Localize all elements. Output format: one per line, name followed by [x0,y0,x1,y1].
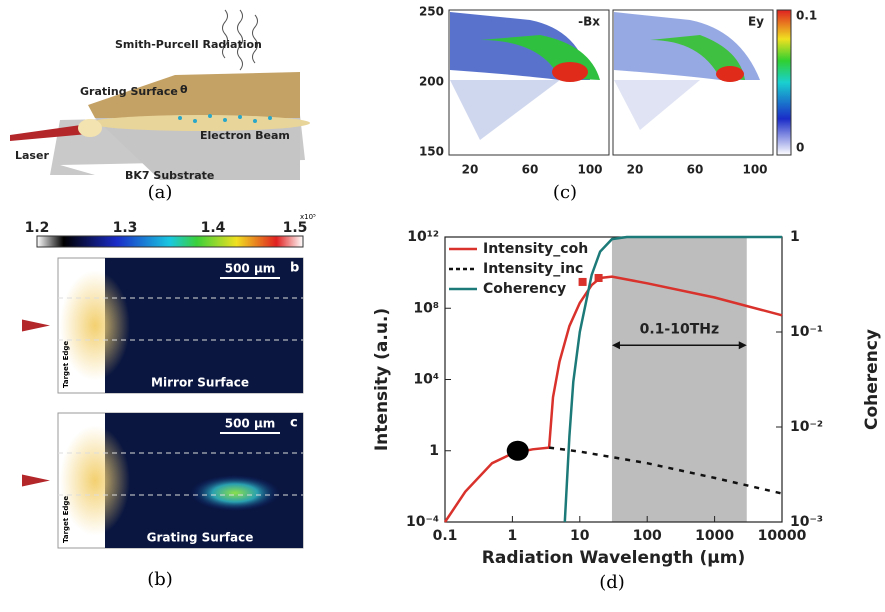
edge-label: Target Edge [62,496,70,543]
x-tick-label: 100 [633,528,662,544]
x-tick-label: 0.1 [433,528,458,544]
surface-label: Grating Surface [147,531,254,545]
x-tick-label: 100 [577,163,602,177]
x-tick-label: 60 [687,163,704,177]
map-label: Ey [748,15,764,29]
colorbar-label: 1.2 [25,220,50,236]
band-label: 0.1-10THz [640,321,720,337]
legend-label: Intensity_coh [483,241,588,257]
multiplier: x10⁵ [300,213,316,221]
y-tick-label: 10⁸ [413,300,439,316]
y-tick-label: 10⁴ [413,372,439,388]
y-tick-label: 200 [419,75,444,89]
y-tick-label: 150 [419,145,444,159]
laser [22,319,50,332]
x-tick-label: 60 [522,163,539,177]
panel-b: 1.2 1.3 1.4 1.5 x10⁵ 500 μm b Mirror Surfa… [22,213,316,590]
focus [78,119,102,137]
caption: (b) [147,569,173,590]
colorbar [776,9,792,156]
glow [60,270,130,381]
x-tick-label: 100 [742,163,767,177]
colorbar-label: 0.1 [796,9,817,23]
label: Laser [15,149,49,162]
y-tick-label: 250 [419,5,444,19]
y2-tick-label: 10⁻² [790,419,823,435]
plot-frame [444,236,783,523]
panel-tag: c [290,416,298,431]
glow [60,425,130,536]
laser [10,124,88,141]
colorbar-label: 1.4 [201,220,226,236]
substrate [95,115,300,180]
y2-axis-label: Coherency [862,329,882,430]
field [614,80,700,130]
panel-tag: b [290,261,299,276]
x-tick-label: 1 [508,528,518,544]
caption: (d) [599,572,625,593]
y-axis-label: Intensity (a.u.) [372,308,392,451]
field [450,80,560,140]
series-line [548,446,783,495]
image [105,258,303,393]
y2-tick-label: 1 [790,229,800,245]
label: BK7 Substrate [125,169,214,182]
legend-label: Coherency [483,281,566,297]
arrow-head [738,341,747,350]
x-axis-label: Radiation Wavelength (μm) [482,548,745,568]
field [716,66,744,82]
y2-tick-label: 10⁻¹ [790,324,823,340]
surface-label: Mirror Surface [151,376,249,390]
band [611,237,747,522]
y-tick-label: 10¹² [407,229,439,245]
colorbar-label: 0 [796,141,804,155]
y2-tick-label: 10⁻³ [790,514,823,530]
label: Smith-Purcell Radiation [115,38,262,51]
edge-label: Target Edge [62,341,70,388]
label: θ [180,83,188,96]
x-tick-label: 10000 [758,528,807,544]
signal [190,475,280,511]
scale-label: 500 μm [225,262,276,276]
colorbar-label: 1.3 [113,220,138,236]
y-tick-label: 10⁻⁴ [406,514,439,530]
caption: (a) [148,182,173,203]
x-tick-label: 1000 [695,528,734,544]
arrow-head [611,341,620,350]
x-tick-label: 20 [627,163,644,177]
waves [222,9,258,71]
x-tick-label: 10 [570,528,590,544]
map-label: -Bx [578,15,600,29]
x-tick-label: 20 [462,163,479,177]
colorbar [36,235,304,248]
grating [88,72,300,118]
panel-a: Smith-Purcell Radiation θ Grating Surfac… [10,9,310,208]
point [506,440,529,461]
scale-label: 500 μm [225,417,276,431]
field [552,62,588,82]
electrons [178,114,272,123]
caption: (c) [553,182,577,203]
series-line [443,275,783,523]
legend-label: Intensity_inc [483,261,583,277]
colorbar-label: 1.5 [283,220,308,236]
panel-d: (d) 0.1-10THz 0.1 1 10 100 1000 10000 10⁻⁴ 1 10⁴ 1… [372,229,882,593]
panel-c: 20 60 100 20 60 100 250 200 150 -Bx Ey 0… [419,5,817,204]
y-tick-label: 1 [429,443,439,459]
label: Electron Beam [200,129,290,142]
point [594,273,603,282]
series-line [563,235,782,523]
point [578,277,587,286]
label: Grating Surface [80,85,178,98]
laser [22,474,50,487]
